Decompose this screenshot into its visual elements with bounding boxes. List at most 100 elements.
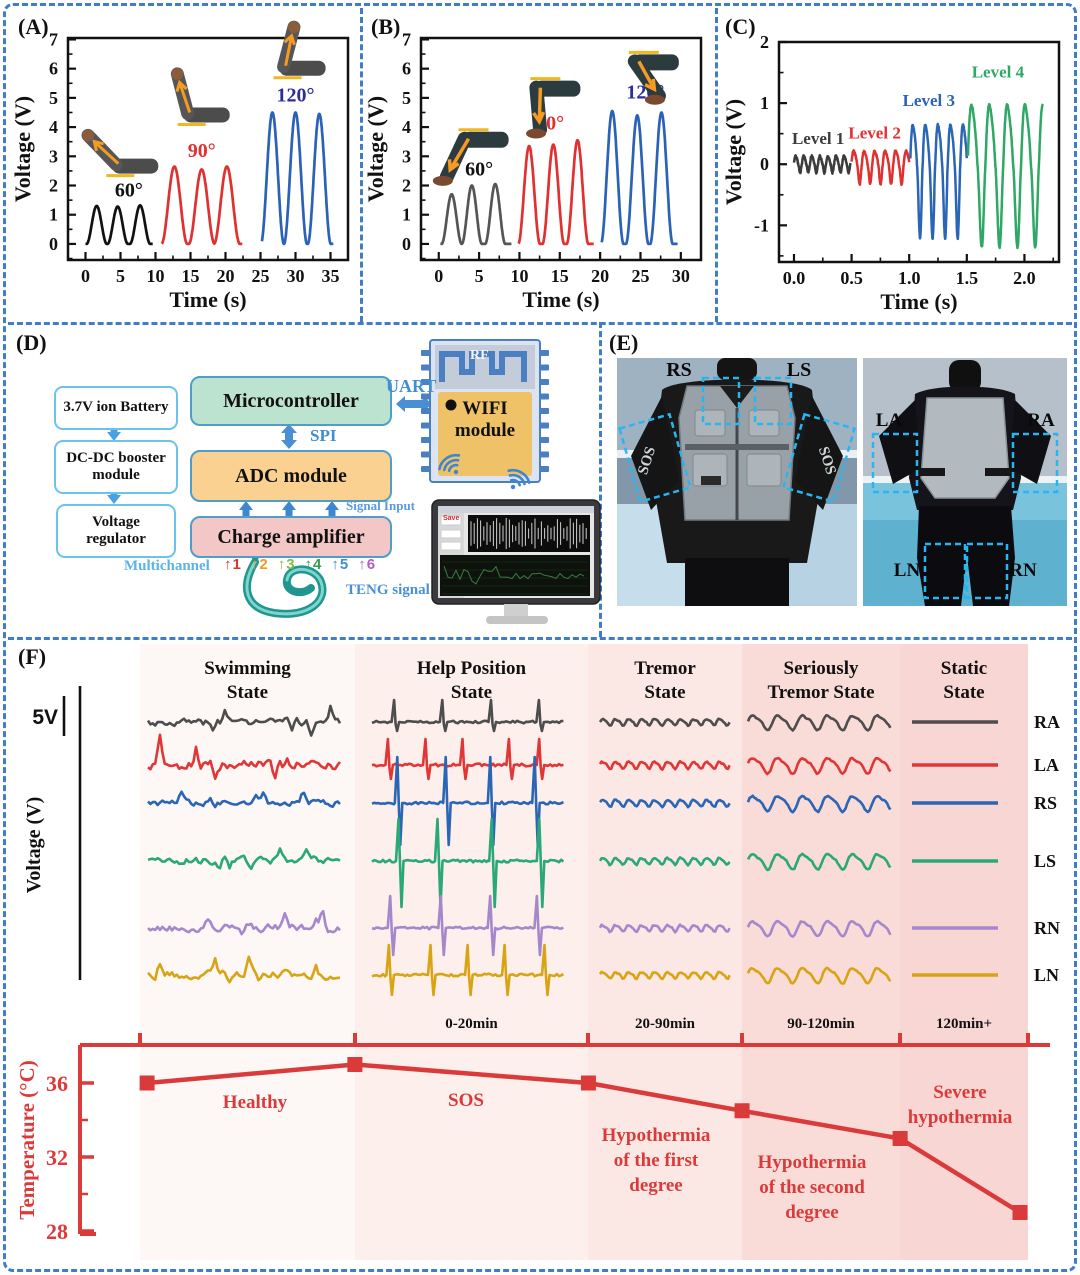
angle-label-120°: 120°: [277, 84, 315, 106]
x-tick-label: 25: [252, 266, 270, 286]
serious-LA: [746, 756, 892, 776]
panel-f-chart: Swimming State Help Position State Tremor Sta…: [15, 644, 1060, 1260]
x-axis-title: Time (s): [880, 289, 957, 314]
swim-LA: [147, 733, 342, 780]
temperature-point-0: [139, 1075, 155, 1091]
x-axis-title: Time (s): [522, 287, 599, 312]
x-tick-label: 35: [322, 266, 340, 286]
x-tick-label: 10: [510, 266, 528, 286]
state-header-3: Tremor State: [767, 682, 874, 703]
divider-vertical-ab: [360, 8, 363, 322]
y-tick-label: 0: [49, 234, 58, 254]
temperature-point-5: [1012, 1205, 1028, 1220]
zone-label-2: of the first: [614, 1150, 699, 1171]
series-Level-1: [792, 153, 852, 175]
serious-RA: [746, 713, 892, 732]
leg-pose-icon-90°: [526, 77, 581, 139]
panel-c-chart: 0.0 0.5 1.0 1.5 2.0 -1 0 1 2 Time (s) Voltage (V) L…: [721, 14, 1061, 314]
rs-sensor-box: [701, 376, 741, 426]
x-tick-label: 5: [116, 266, 125, 286]
x-tick-label: 15: [551, 266, 569, 286]
dcdc-label: DC-DC booster module: [66, 449, 166, 483]
arrow: [281, 424, 297, 449]
x-tick-label: 0.5: [840, 268, 863, 288]
panel-d-label: (D): [16, 330, 47, 355]
tremor-LA: [598, 760, 731, 771]
regulator-label: Voltage regulator: [86, 513, 146, 547]
state-bands: [140, 644, 1028, 1260]
ra-label: RA: [1027, 410, 1055, 431]
serious-RS: [746, 794, 892, 814]
help-LS: [371, 817, 565, 909]
state-header-0: Swimming: [204, 658, 291, 679]
serious-RN: [746, 919, 892, 938]
y-tick-label: 6: [402, 59, 411, 79]
y-tick-label: 5: [49, 88, 58, 108]
y-tick-label: 3: [402, 146, 411, 166]
level-label-2: Level 2: [848, 124, 900, 143]
help-RA: [371, 698, 564, 733]
state-header-2: Tremor: [634, 658, 696, 679]
help-LN: [371, 943, 565, 997]
la-label: LA: [876, 410, 903, 431]
trace-row-LS: [147, 817, 998, 909]
adc-box: ADC module: [190, 450, 392, 502]
band-4: [900, 644, 1028, 1260]
x-tick-label: 2.0: [1013, 268, 1036, 288]
rf-label: RF: [470, 348, 489, 363]
trace-row-LN: [147, 943, 998, 997]
arrow: [107, 427, 121, 441]
y-tick-label: 5: [402, 88, 411, 108]
series-Level-2: [850, 149, 911, 187]
panel-d-diagram: (D) 3.7V ion Battery DC-DC booster module…: [8, 324, 601, 635]
tremor-LN: [598, 970, 731, 981]
temp-tick-label-32: 32: [46, 1145, 68, 1170]
interval-label-2: 90-120min: [787, 1016, 855, 1032]
teng-signal-label: TENG signal: [346, 582, 430, 598]
x-tick-label: 20: [591, 266, 609, 286]
angle-label-60°: 60°: [465, 158, 493, 180]
series-120°: [260, 111, 335, 246]
angle-label-90°: 90°: [188, 140, 216, 162]
panel-b-chart: 0 5 10 15 20 25 30 0 1 2 3 4 5 6 7 Time (s) Voltage (V) 6…: [363, 14, 703, 312]
state-header-2: State: [644, 682, 685, 703]
swim-RA: [146, 704, 342, 737]
zone-label-3: degree: [785, 1202, 838, 1223]
arm-pose-icon-90°: [170, 67, 230, 126]
trace-row-RS: [147, 755, 998, 847]
y-tick-label: 7: [49, 29, 58, 49]
arm-pose-icon-60°: [81, 128, 159, 178]
temp-tick-label-36: 36: [46, 1071, 68, 1096]
computer-monitor-icon: [431, 499, 601, 624]
channel-number-1: ↑1: [224, 556, 242, 573]
axes: 0 5 10 15 20 25 30 35 0 1 2 3 4 5 6 7 Time (s) Voltage (V…: [10, 29, 350, 312]
y-axis-title: Voltage (V): [10, 96, 35, 202]
y-tick-label: -1: [754, 215, 769, 235]
right-arm-sos-box: [617, 412, 693, 504]
series-60°: [84, 204, 154, 246]
zone-label-2: Hypothermia: [602, 1125, 711, 1146]
trace-row-RN: [147, 894, 998, 957]
y-axis-title: Voltage (V): [721, 99, 746, 205]
angle-label-60°: 60°: [115, 180, 143, 202]
zone-label-0: Healthy: [223, 1092, 288, 1113]
save-button[interactable]: Save: [443, 515, 460, 522]
uart-label: UART: [386, 376, 437, 396]
charge-amplifier-label: Charge amplifier: [217, 525, 365, 548]
series-60°: [439, 182, 513, 246]
rn-sensor-box: [965, 542, 1009, 600]
battery-box: 3.7V ion Battery: [54, 386, 178, 430]
zone-label-3: Hypothermia: [758, 1152, 867, 1173]
tremor-RN: [598, 923, 731, 934]
tremor-RA: [598, 717, 731, 728]
swim-LN: [147, 955, 341, 984]
vest-back-photo: LA RA LN RN: [863, 358, 1067, 606]
x-tick-label: 0.0: [783, 268, 806, 288]
y-tick-label: 0: [402, 234, 411, 254]
dcdc-box: DC-DC booster module: [54, 440, 178, 494]
channel-label-RS: RS: [1034, 793, 1057, 813]
scale-bar-label: 5V: [32, 706, 58, 729]
arrow: [239, 501, 253, 516]
divider-horizontal-1: [8, 322, 1072, 325]
